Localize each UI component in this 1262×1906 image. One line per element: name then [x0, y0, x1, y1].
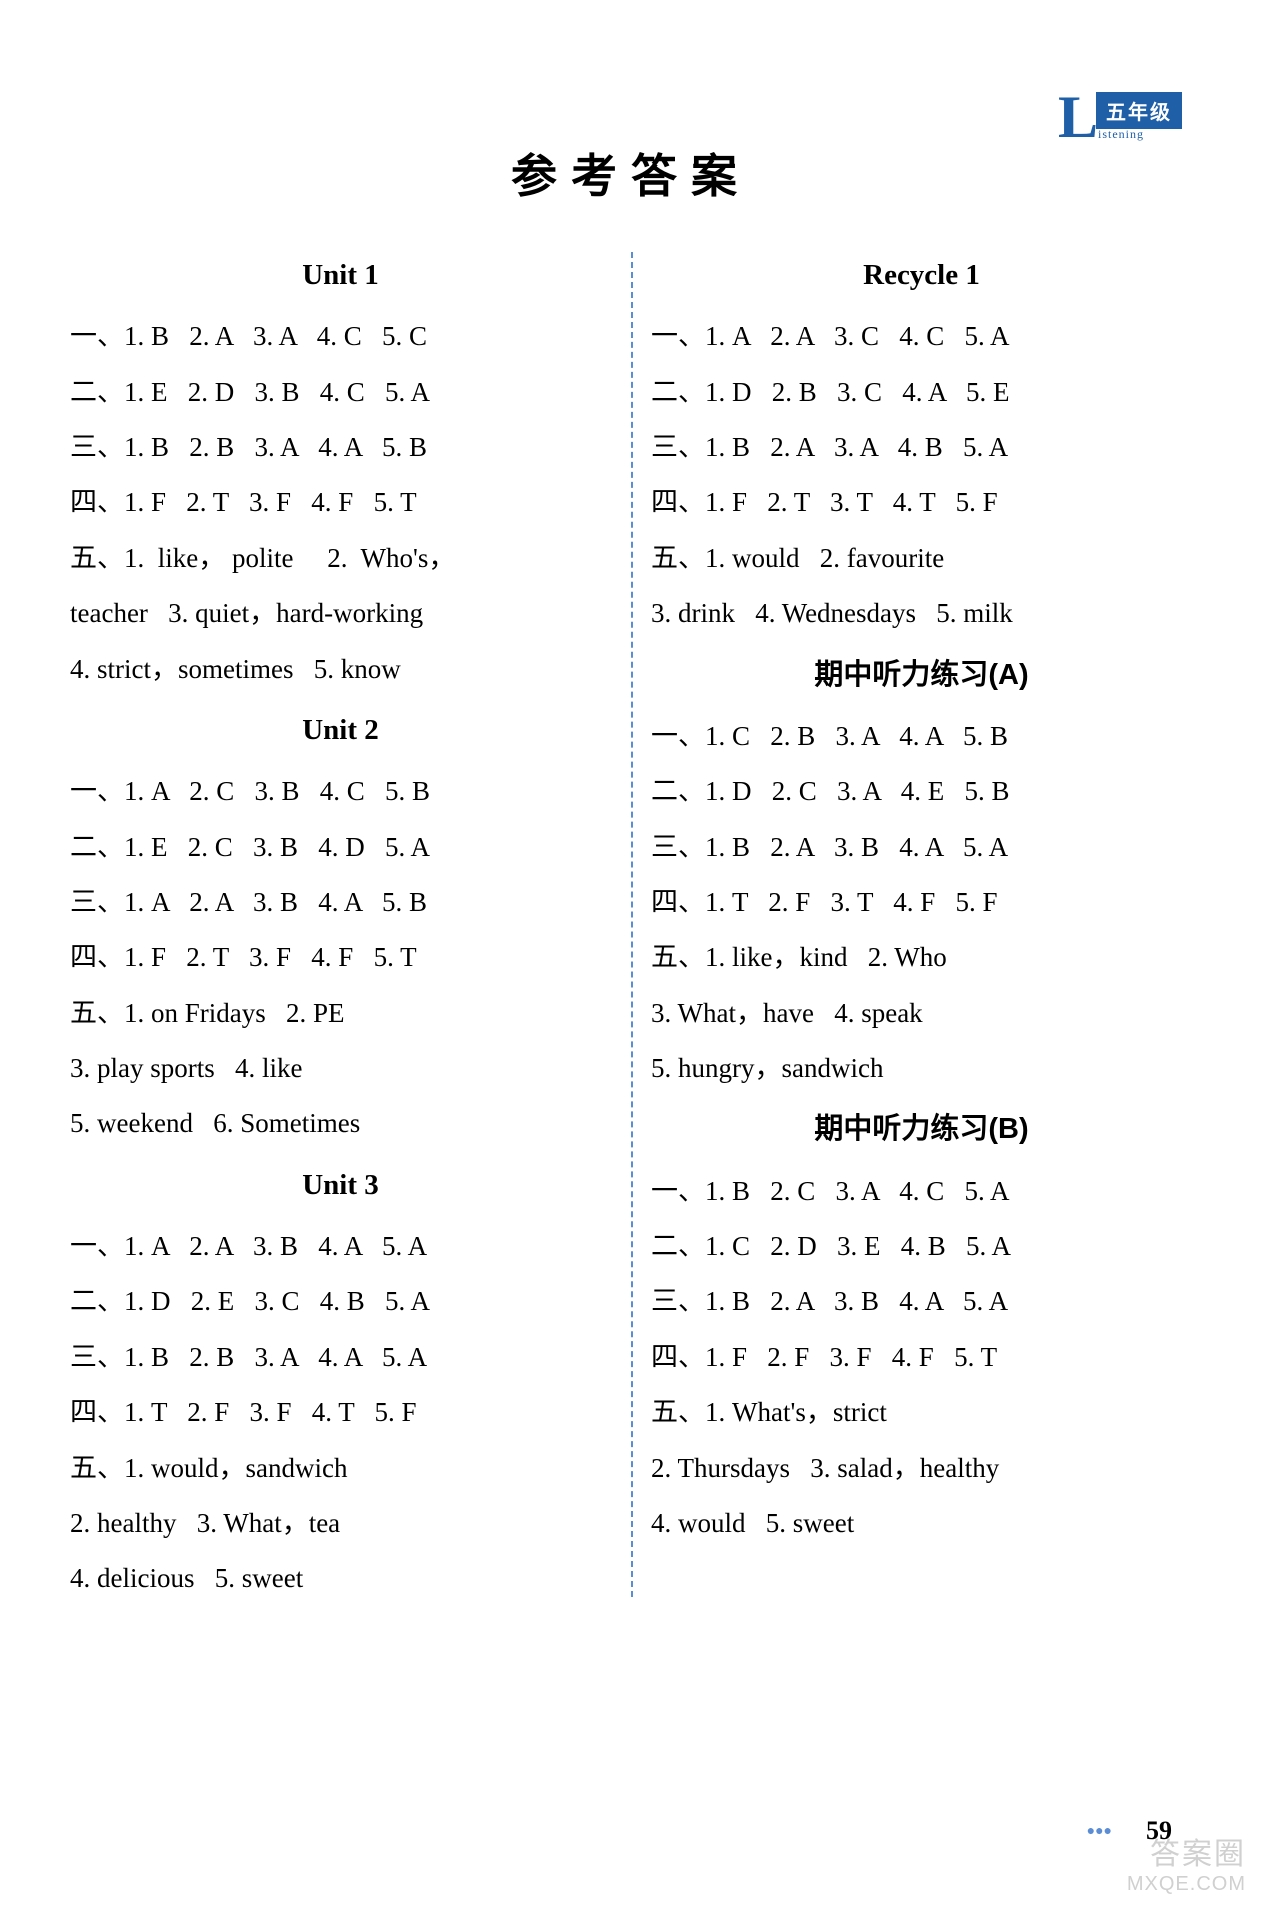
answer-line: 四、1. F 2. T 3. T 4. T 5. F — [651, 475, 1192, 530]
answer-line: 二、1. C 2. D 3. E 4. B 5. A — [651, 1219, 1192, 1274]
section-heading: Unit 2 — [70, 701, 611, 760]
answer-line: 一、1. C 2. B 3. A 4. A 5. B — [651, 709, 1192, 764]
answer-line: 五、1. like，kind 2. Who — [651, 930, 1192, 985]
section-heading: Unit 1 — [70, 246, 611, 305]
answer-line: 一、1. B 2. C 3. A 4. C 5. A — [651, 1164, 1192, 1219]
watermark: 答案圈 MXQE.COM — [1127, 1829, 1246, 1896]
answer-line: 3. What，have 4. speak — [651, 986, 1192, 1041]
badge-grade: 五年级 — [1096, 92, 1182, 129]
answer-line: teacher 3. quiet，hard-working — [70, 586, 611, 641]
answer-line: 5. weekend 6. Sometimes — [70, 1096, 611, 1151]
answer-line: 四、1. F 2. F 3. F 4. F 5. T — [651, 1330, 1192, 1385]
watermark-cn: 答案圈 — [1127, 1829, 1246, 1873]
section-heading: Unit 3 — [70, 1156, 611, 1215]
answer-line: 五、1. would，sandwich — [70, 1441, 611, 1496]
badge-letter: L — [1058, 90, 1098, 144]
answer-line: 三、1. B 2. A 3. B 4. A 5. A — [651, 1274, 1192, 1329]
answer-line: 二、1. D 2. B 3. C 4. A 5. E — [651, 365, 1192, 420]
answer-line: 五、1. What's，strict — [651, 1385, 1192, 1440]
answer-line: 三、1. B 2. B 3. A 4. A 5. B — [70, 420, 611, 475]
answer-line: 三、1. B 2. B 3. A 4. A 5. A — [70, 1330, 611, 1385]
answer-line: 五、1. would 2. favourite — [651, 531, 1192, 586]
answer-line: 四、1. F 2. T 3. F 4. F 5. T — [70, 475, 611, 530]
answer-line: 三、1. B 2. A 3. B 4. A 5. A — [651, 820, 1192, 875]
page-dots: ●●● — [1087, 1824, 1112, 1840]
page-title: 参考答案 — [70, 140, 1192, 206]
answer-line: 3. drink 4. Wednesdays 5. milk — [651, 586, 1192, 641]
column-divider — [631, 252, 633, 1597]
answer-line: 四、1. T 2. F 3. F 4. T 5. F — [70, 1385, 611, 1440]
answer-line: 4. delicious 5. sweet — [70, 1551, 611, 1606]
answer-line: 三、1. B 2. A 3. A 4. B 5. A — [651, 420, 1192, 475]
answer-line: 四、1. T 2. F 3. T 4. F 5. F — [651, 875, 1192, 930]
grade-badge: L 五年级 istening — [1058, 90, 1182, 144]
answer-line: 3. play sports 4. like — [70, 1041, 611, 1096]
left-column: Unit 1一、1. B 2. A 3. A 4. C 5. C二、1. E 2… — [70, 242, 611, 1607]
section-heading: 期中听力练习(A) — [651, 646, 1192, 705]
section-heading: Recycle 1 — [651, 246, 1192, 305]
right-column: Recycle 1一、1. A 2. A 3. C 4. C 5. A二、1. … — [651, 242, 1192, 1607]
answer-line: 三、1. A 2. A 3. B 4. A 5. B — [70, 875, 611, 930]
answer-line: 二、1. E 2. D 3. B 4. C 5. A — [70, 365, 611, 420]
watermark-en: MXQE.COM — [1127, 1873, 1246, 1896]
answer-line: 二、1. E 2. C 3. B 4. D 5. A — [70, 820, 611, 875]
answer-line: 二、1. D 2. E 3. C 4. B 5. A — [70, 1274, 611, 1329]
answer-line: 4. would 5. sweet — [651, 1496, 1192, 1551]
badge-subtext: istening — [1098, 127, 1182, 142]
answer-line: 5. hungry，sandwich — [651, 1041, 1192, 1096]
answer-line: 二、1. D 2. C 3. A 4. E 5. B — [651, 764, 1192, 819]
section-heading: 期中听力练习(B) — [651, 1100, 1192, 1159]
answer-line: 四、1. F 2. T 3. F 4. F 5. T — [70, 930, 611, 985]
answer-line: 一、1. A 2. A 3. C 4. C 5. A — [651, 309, 1192, 364]
answer-line: 一、1. B 2. A 3. A 4. C 5. C — [70, 309, 611, 364]
answer-line: 2. healthy 3. What，tea — [70, 1496, 611, 1551]
answer-line: 一、1. A 2. C 3. B 4. C 5. B — [70, 764, 611, 819]
content-columns: Unit 1一、1. B 2. A 3. A 4. C 5. C二、1. E 2… — [70, 242, 1192, 1607]
answer-line: 一、1. A 2. A 3. B 4. A 5. A — [70, 1219, 611, 1274]
answer-line: 4. strict，sometimes 5. know — [70, 642, 611, 697]
answer-line: 2. Thursdays 3. salad，healthy — [651, 1441, 1192, 1496]
answer-line: 五、1. on Fridays 2. PE — [70, 986, 611, 1041]
answer-line: 五、1. like， polite 2. Who's， — [70, 531, 611, 586]
